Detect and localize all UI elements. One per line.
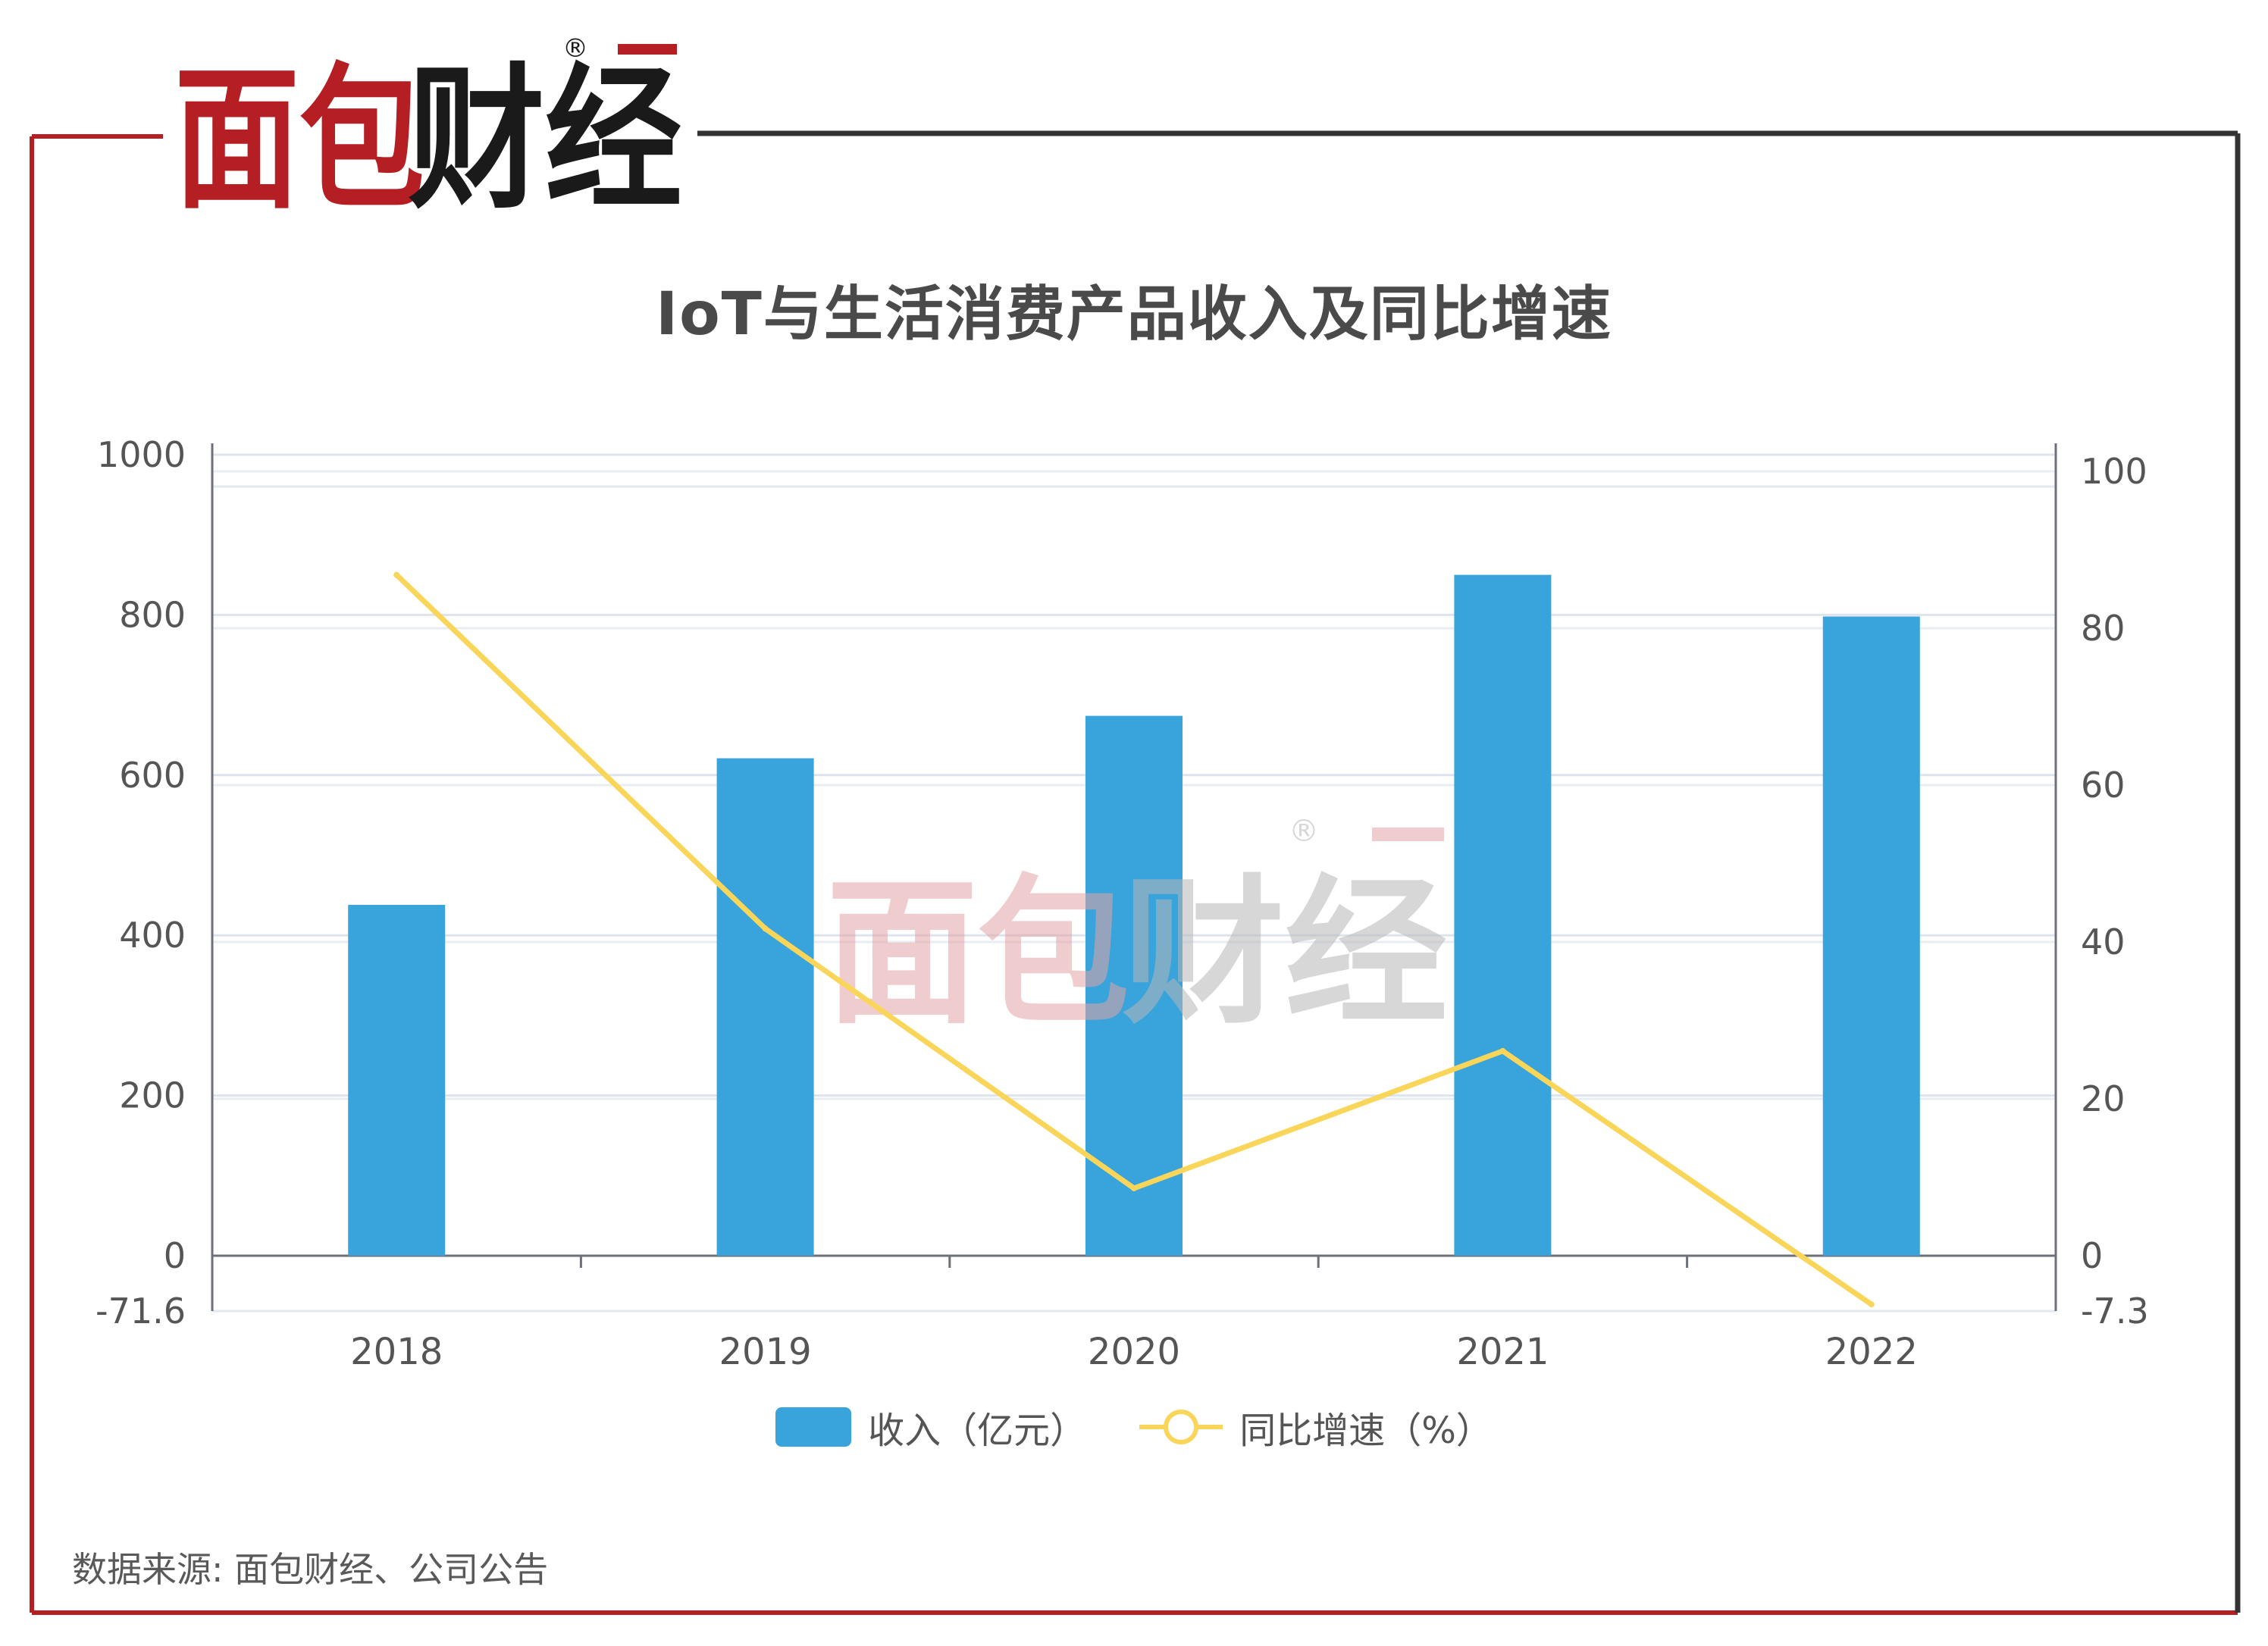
legend-item-growth: 同比增速（%） [1139,1400,1493,1454]
chart-title: IoT与生活消费产品收入及同比增速 [656,280,1612,349]
x-tick-label: 2021 [1456,1331,1549,1373]
axis-layer: 10008006004002000-71.6100806040200-7.320… [96,434,2149,1373]
legend-line-swatch [1139,1410,1223,1444]
x-tick-label: 2019 [719,1331,812,1373]
svg-text:面包: 面包 [174,50,424,230]
legend-label-revenue: 收入（亿元） [868,1410,1087,1452]
legend-item-revenue: 收入（亿元） [775,1400,1086,1454]
svg-text:财经: 财经 [408,50,682,230]
bar-revenue [348,905,446,1256]
point-growth [1499,1047,1506,1054]
x-tick-label: 2020 [1088,1331,1180,1373]
x-tick-label: 2022 [1825,1331,1918,1373]
y-right-tick-label: 40 [2081,922,2125,962]
y-left-tick-label: 0 [164,1235,186,1276]
y-right-tick-label: 0 [2081,1235,2103,1276]
y-left-tick-label: 200 [119,1075,186,1116]
legend: 收入（亿元） 同比增速（%） [0,1400,2268,1454]
y-left-tick-label: 1000 [97,434,186,475]
point-growth [762,925,769,932]
svg-text:®: ® [1289,814,1319,849]
legend-bar-swatch [775,1407,852,1447]
svg-text:面包: 面包 [826,860,1129,1046]
y-right-tick-label: 60 [2081,765,2125,806]
source-note: 数据来源: 面包财经、公司公告 [72,1549,549,1590]
point-growth [1131,1184,1137,1191]
bars-layer [348,574,1920,1256]
y-left-tick-label: 800 [119,594,186,635]
brand-watermark: 面包 财经 ® [826,814,1448,1046]
y-left-tick-label: 400 [119,915,186,956]
x-tick-label: 2018 [350,1331,443,1373]
y-left-tick-label: -71.6 [96,1291,186,1332]
y-right-tick-label: 80 [2081,608,2125,649]
point-growth [393,571,400,578]
point-growth [1868,1301,1875,1308]
bar-revenue [716,758,814,1256]
logo-registered-mark: ® [562,33,588,64]
brand-logo: 面包 财经 ® [174,33,682,230]
y-right-tick-label: -7.3 [2081,1291,2149,1332]
bar-revenue [1454,574,1552,1256]
bar-revenue [1822,616,1920,1256]
y-right-tick-label: 100 [2081,451,2147,492]
legend-label-growth: 同比增速（%） [1239,1410,1493,1452]
line-layer [393,571,1875,1308]
svg-text:财经: 财经 [1122,860,1448,1046]
y-right-tick-label: 20 [2081,1078,2125,1119]
y-left-tick-label: 600 [119,755,186,796]
